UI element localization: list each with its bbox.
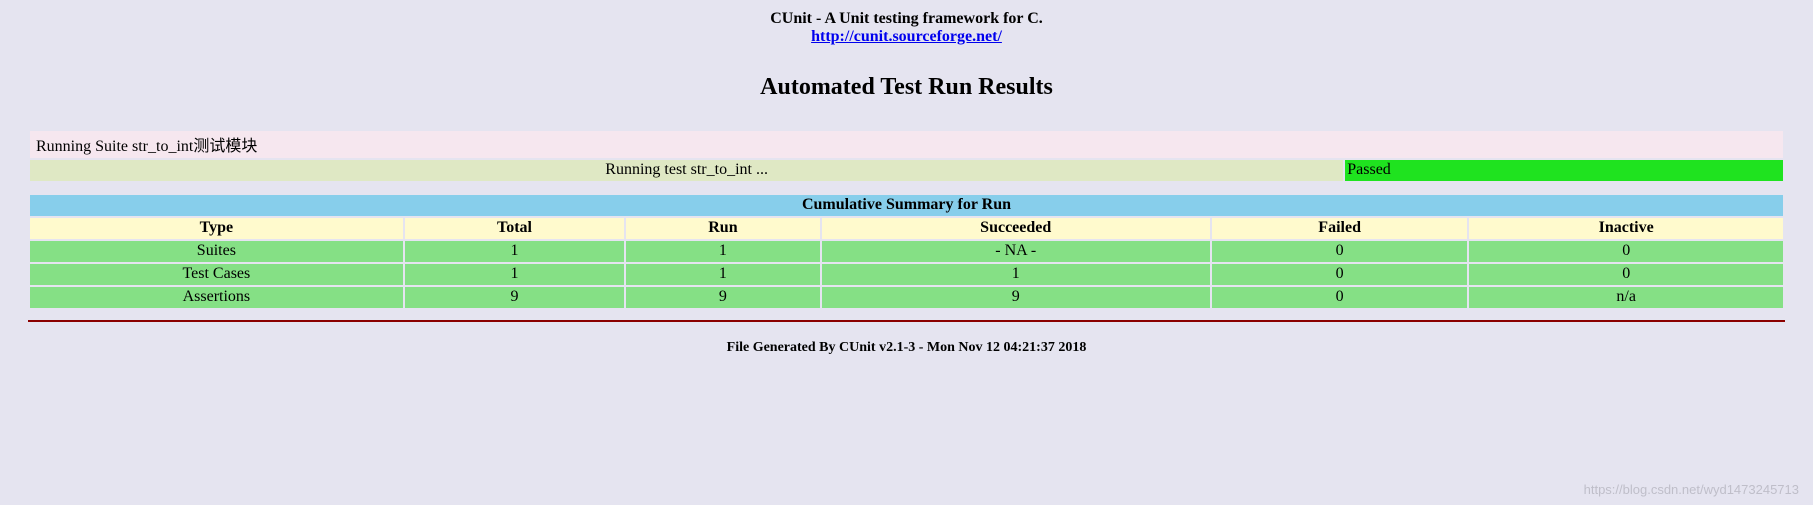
watermark-text: https://blog.csdn.net/wyd1473245713: [1584, 482, 1799, 497]
page-header: CUnit - A Unit testing framework for C. …: [28, 10, 1785, 46]
summary-table: Cumulative Summary for Run Type Total Ru…: [28, 193, 1785, 310]
cell: 0: [1469, 264, 1783, 285]
run-table: Running Suite str_to_int测试模块 Running tes…: [28, 129, 1785, 183]
cell: - NA -: [822, 241, 1210, 262]
page-title: Automated Test Run Results: [28, 74, 1785, 101]
table-row: Assertions 9 9 9 0 n/a: [30, 287, 1783, 308]
table-row: Test Cases 1 1 1 0 0: [30, 264, 1783, 285]
cell: Assertions: [30, 287, 403, 308]
cell: 9: [405, 287, 625, 308]
cell: 0: [1212, 264, 1467, 285]
cell: Test Cases: [30, 264, 403, 285]
col-failed: Failed: [1212, 218, 1467, 239]
suite-label: Running Suite str_to_int测试模块: [30, 131, 1783, 158]
test-row: Running test str_to_int ... Passed: [30, 160, 1783, 181]
cell: 1: [822, 264, 1210, 285]
suite-row: Running Suite str_to_int测试模块: [30, 131, 1783, 158]
cell: 0: [1469, 241, 1783, 262]
cell: 9: [626, 287, 819, 308]
cell: Suites: [30, 241, 403, 262]
cell: 1: [405, 264, 625, 285]
cell: 9: [822, 287, 1210, 308]
col-run: Run: [626, 218, 819, 239]
cell: 0: [1212, 287, 1467, 308]
cell: 1: [626, 264, 819, 285]
framework-title: CUnit - A Unit testing framework for C.: [28, 10, 1785, 28]
cell: 1: [626, 241, 819, 262]
cell: 0: [1212, 241, 1467, 262]
col-type: Type: [30, 218, 403, 239]
col-total: Total: [405, 218, 625, 239]
framework-link[interactable]: http://cunit.sourceforge.net/: [811, 28, 1002, 45]
cell: 1: [405, 241, 625, 262]
separator-rule: [28, 320, 1785, 322]
col-inactive: Inactive: [1469, 218, 1783, 239]
summary-title-row: Cumulative Summary for Run: [30, 195, 1783, 216]
footer-text: File Generated By CUnit v2.1-3 - Mon Nov…: [28, 340, 1785, 356]
test-result: Passed: [1345, 160, 1783, 181]
summary-header-row: Type Total Run Succeeded Failed Inactive: [30, 218, 1783, 239]
cell: n/a: [1469, 287, 1783, 308]
test-label: Running test str_to_int ...: [30, 160, 1343, 181]
table-row: Suites 1 1 - NA - 0 0: [30, 241, 1783, 262]
col-succeeded: Succeeded: [822, 218, 1210, 239]
summary-title: Cumulative Summary for Run: [30, 195, 1783, 216]
